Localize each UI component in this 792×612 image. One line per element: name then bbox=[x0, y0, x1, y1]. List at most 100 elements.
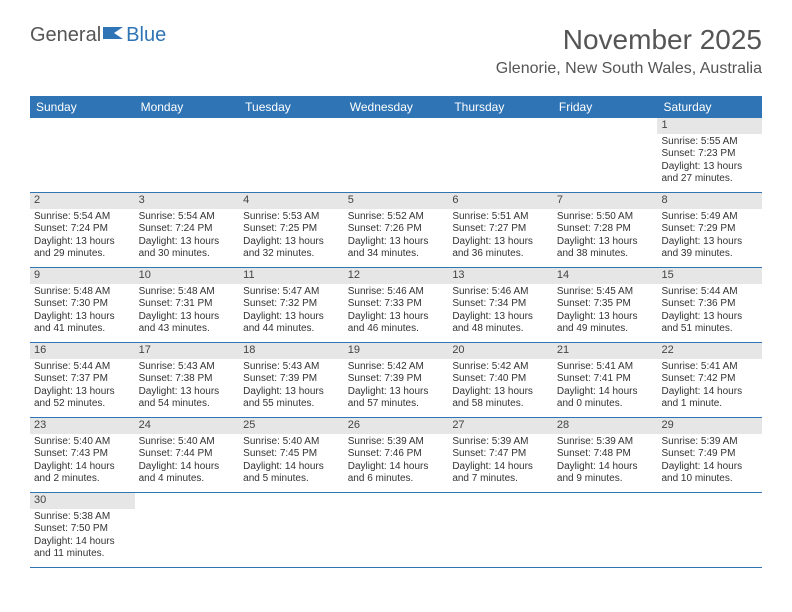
daylight1-text: Daylight: 14 hours bbox=[557, 461, 654, 474]
title-block: November 2025 Glenorie, New South Wales,… bbox=[496, 24, 762, 78]
day-cell: 30Sunrise: 5:38 AMSunset: 7:50 PMDayligh… bbox=[30, 493, 135, 567]
sunset-text: Sunset: 7:37 PM bbox=[34, 373, 131, 386]
daylight2-text: and 44 minutes. bbox=[243, 323, 340, 336]
sunrise-text: Sunrise: 5:44 AM bbox=[661, 286, 758, 299]
daylight1-text: Daylight: 13 hours bbox=[34, 236, 131, 249]
sunset-text: Sunset: 7:24 PM bbox=[34, 223, 131, 236]
day-cell: 23Sunrise: 5:40 AMSunset: 7:43 PMDayligh… bbox=[30, 418, 135, 492]
sunset-text: Sunset: 7:42 PM bbox=[661, 373, 758, 386]
day-number: 16 bbox=[30, 343, 135, 359]
day-cell: 19Sunrise: 5:42 AMSunset: 7:39 PMDayligh… bbox=[344, 343, 449, 417]
daylight2-text: and 29 minutes. bbox=[34, 248, 131, 261]
page-title: November 2025 bbox=[496, 24, 762, 56]
sunrise-text: Sunrise: 5:48 AM bbox=[139, 286, 236, 299]
day-number: 20 bbox=[448, 343, 553, 359]
daylight2-text: and 49 minutes. bbox=[557, 323, 654, 336]
sunrise-text: Sunrise: 5:49 AM bbox=[661, 211, 758, 224]
week-row: 9Sunrise: 5:48 AMSunset: 7:30 PMDaylight… bbox=[30, 268, 762, 343]
day-cell: 9Sunrise: 5:48 AMSunset: 7:30 PMDaylight… bbox=[30, 268, 135, 342]
day-cell: 20Sunrise: 5:42 AMSunset: 7:40 PMDayligh… bbox=[448, 343, 553, 417]
day-cell: 6 Sunrise: 5:51 AMSunset: 7:27 PMDaylight… bbox=[448, 193, 553, 267]
sunrise-text: Sunrise: 5:54 AM bbox=[34, 211, 131, 224]
sunset-text: Sunset: 7:24 PM bbox=[139, 223, 236, 236]
sunset-text: Sunset: 7:25 PM bbox=[243, 223, 340, 236]
daylight2-text: and 34 minutes. bbox=[348, 248, 445, 261]
day-number: 3 bbox=[135, 193, 240, 209]
sunrise-text: Sunrise: 5:46 AM bbox=[348, 286, 445, 299]
sunrise-text: Sunrise: 5:53 AM bbox=[243, 211, 340, 224]
sunset-text: Sunset: 7:28 PM bbox=[557, 223, 654, 236]
daylight1-text: Daylight: 13 hours bbox=[243, 311, 340, 324]
sunset-text: Sunset: 7:34 PM bbox=[452, 298, 549, 311]
day-number: 6 bbox=[448, 193, 553, 209]
calendar: SundayMondayTuesdayWednesdayThursdayFrid… bbox=[30, 96, 762, 568]
daylight2-text: and 5 minutes. bbox=[243, 473, 340, 486]
day-cell: 17Sunrise: 5:43 AMSunset: 7:38 PMDayligh… bbox=[135, 343, 240, 417]
sunrise-text: Sunrise: 5:42 AM bbox=[452, 361, 549, 374]
day-header-row: SundayMondayTuesdayWednesdayThursdayFrid… bbox=[30, 96, 762, 118]
sunrise-text: Sunrise: 5:40 AM bbox=[243, 436, 340, 449]
logo: General Blue bbox=[30, 24, 166, 47]
day-number: 24 bbox=[135, 418, 240, 434]
day-number: 27 bbox=[448, 418, 553, 434]
daylight1-text: Daylight: 14 hours bbox=[139, 461, 236, 474]
sunrise-text: Sunrise: 5:41 AM bbox=[661, 361, 758, 374]
empty-cell bbox=[135, 493, 240, 567]
empty-cell bbox=[239, 493, 344, 567]
daylight2-text: and 41 minutes. bbox=[34, 323, 131, 336]
sunset-text: Sunset: 7:27 PM bbox=[452, 223, 549, 236]
sunset-text: Sunset: 7:39 PM bbox=[348, 373, 445, 386]
day-number: 18 bbox=[239, 343, 344, 359]
sunrise-text: Sunrise: 5:39 AM bbox=[452, 436, 549, 449]
daylight1-text: Daylight: 13 hours bbox=[452, 236, 549, 249]
daylight2-text: and 51 minutes. bbox=[661, 323, 758, 336]
sunset-text: Sunset: 7:23 PM bbox=[661, 148, 758, 161]
daylight2-text: and 55 minutes. bbox=[243, 398, 340, 411]
day-cell: 11Sunrise: 5:47 AMSunset: 7:32 PMDayligh… bbox=[239, 268, 344, 342]
daylight1-text: Daylight: 14 hours bbox=[34, 536, 131, 549]
day-header: Tuesday bbox=[239, 96, 344, 118]
day-number: 29 bbox=[657, 418, 762, 434]
day-number: 13 bbox=[448, 268, 553, 284]
day-cell: 8Sunrise: 5:49 AMSunset: 7:29 PMDaylight… bbox=[657, 193, 762, 267]
daylight2-text: and 32 minutes. bbox=[243, 248, 340, 261]
sunset-text: Sunset: 7:47 PM bbox=[452, 448, 549, 461]
sunset-text: Sunset: 7:35 PM bbox=[557, 298, 654, 311]
sunrise-text: Sunrise: 5:52 AM bbox=[348, 211, 445, 224]
day-number: 14 bbox=[553, 268, 658, 284]
day-header: Saturday bbox=[657, 96, 762, 118]
daylight2-text: and 0 minutes. bbox=[557, 398, 654, 411]
sunset-text: Sunset: 7:39 PM bbox=[243, 373, 340, 386]
sunset-text: Sunset: 7:45 PM bbox=[243, 448, 340, 461]
daylight1-text: Daylight: 14 hours bbox=[557, 386, 654, 399]
day-cell: 18Sunrise: 5:43 AMSunset: 7:39 PMDayligh… bbox=[239, 343, 344, 417]
daylight1-text: Daylight: 14 hours bbox=[243, 461, 340, 474]
sunset-text: Sunset: 7:32 PM bbox=[243, 298, 340, 311]
day-cell: 14Sunrise: 5:45 AMSunset: 7:35 PMDayligh… bbox=[553, 268, 658, 342]
day-cell: 7Sunrise: 5:50 AMSunset: 7:28 PMDaylight… bbox=[553, 193, 658, 267]
flag-icon bbox=[103, 24, 125, 47]
daylight2-text: and 1 minute. bbox=[661, 398, 758, 411]
daylight1-text: Daylight: 13 hours bbox=[452, 311, 549, 324]
sunrise-text: Sunrise: 5:45 AM bbox=[557, 286, 654, 299]
day-header: Thursday bbox=[448, 96, 553, 118]
day-cell: 15Sunrise: 5:44 AMSunset: 7:36 PMDayligh… bbox=[657, 268, 762, 342]
day-cell: 3Sunrise: 5:54 AMSunset: 7:24 PMDaylight… bbox=[135, 193, 240, 267]
daylight1-text: Daylight: 13 hours bbox=[34, 386, 131, 399]
day-number: 15 bbox=[657, 268, 762, 284]
sunrise-text: Sunrise: 5:40 AM bbox=[139, 436, 236, 449]
location-text: Glenorie, New South Wales, Australia bbox=[496, 60, 762, 78]
daylight2-text: and 52 minutes. bbox=[34, 398, 131, 411]
day-number: 4 bbox=[239, 193, 344, 209]
daylight2-text: and 10 minutes. bbox=[661, 473, 758, 486]
daylight2-text: and 39 minutes. bbox=[661, 248, 758, 261]
sunrise-text: Sunrise: 5:51 AM bbox=[452, 211, 549, 224]
day-cell: 5Sunrise: 5:52 AMSunset: 7:26 PMDaylight… bbox=[344, 193, 449, 267]
sunrise-text: Sunrise: 5:54 AM bbox=[139, 211, 236, 224]
empty-cell bbox=[553, 493, 658, 567]
logo-text-1: General bbox=[30, 24, 101, 47]
day-cell: 1Sunrise: 5:55 AMSunset: 7:23 PMDaylight… bbox=[657, 118, 762, 192]
daylight2-text: and 58 minutes. bbox=[452, 398, 549, 411]
day-number: 23 bbox=[30, 418, 135, 434]
day-cell: 4Sunrise: 5:53 AMSunset: 7:25 PMDaylight… bbox=[239, 193, 344, 267]
